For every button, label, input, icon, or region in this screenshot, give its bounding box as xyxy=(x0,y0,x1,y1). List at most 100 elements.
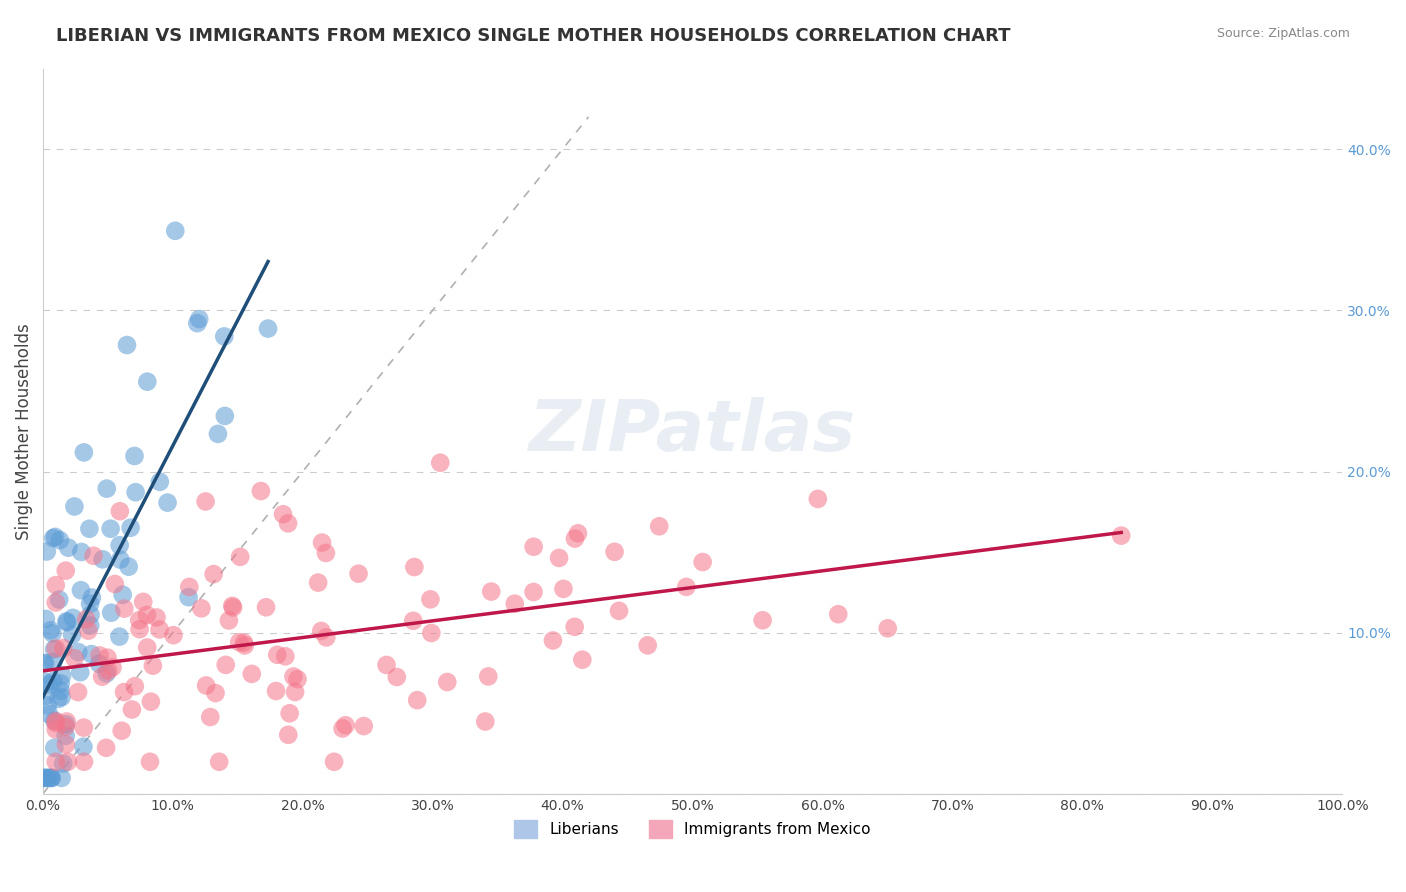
Text: ZIPatlas: ZIPatlas xyxy=(529,397,856,466)
Point xyxy=(39,771,62,785)
Point xyxy=(751,613,773,627)
Point xyxy=(45,714,67,728)
Point xyxy=(228,635,250,649)
Point xyxy=(55,564,77,578)
Point xyxy=(603,545,626,559)
Point xyxy=(115,338,138,352)
Point xyxy=(637,638,659,652)
Point xyxy=(94,740,117,755)
Point xyxy=(46,692,69,706)
Point xyxy=(48,592,70,607)
Point xyxy=(162,628,184,642)
Y-axis label: Single Mother Households: Single Mother Households xyxy=(15,323,32,540)
Point xyxy=(56,755,79,769)
Point xyxy=(55,738,77,752)
Point xyxy=(541,633,564,648)
Point xyxy=(45,723,67,737)
Point xyxy=(474,714,496,729)
Point xyxy=(35,771,58,785)
Point xyxy=(91,552,114,566)
Point xyxy=(41,771,63,785)
Point xyxy=(42,674,65,689)
Point xyxy=(124,485,146,500)
Point xyxy=(75,612,97,626)
Point xyxy=(419,592,441,607)
Point xyxy=(145,610,167,624)
Point xyxy=(335,718,357,732)
Point xyxy=(101,660,124,674)
Point xyxy=(58,541,80,555)
Point xyxy=(45,578,67,592)
Point xyxy=(120,521,142,535)
Point xyxy=(406,693,429,707)
Point xyxy=(564,620,586,634)
Point xyxy=(79,597,101,611)
Point xyxy=(202,567,225,582)
Point xyxy=(420,626,443,640)
Point xyxy=(121,702,143,716)
Point xyxy=(104,577,127,591)
Point xyxy=(139,695,162,709)
Point xyxy=(571,653,593,667)
Point xyxy=(186,316,208,330)
Point xyxy=(34,771,56,785)
Point xyxy=(100,606,122,620)
Point xyxy=(111,723,134,738)
Point xyxy=(142,658,165,673)
Point xyxy=(567,526,589,541)
Point xyxy=(522,585,544,599)
Point xyxy=(112,685,135,699)
Point xyxy=(876,621,898,635)
Point xyxy=(70,545,93,559)
Point xyxy=(89,648,111,663)
Point xyxy=(39,624,62,638)
Point xyxy=(42,655,65,669)
Point xyxy=(156,495,179,509)
Point xyxy=(311,535,333,549)
Point xyxy=(79,618,101,632)
Point xyxy=(278,706,301,721)
Point xyxy=(79,607,101,622)
Point xyxy=(44,714,66,728)
Point xyxy=(32,771,55,785)
Point xyxy=(67,645,90,659)
Point xyxy=(45,641,67,656)
Point xyxy=(51,668,73,682)
Point xyxy=(250,483,273,498)
Point xyxy=(117,559,139,574)
Point xyxy=(89,657,111,671)
Point xyxy=(60,628,83,642)
Point xyxy=(38,707,60,722)
Point xyxy=(266,648,288,662)
Point xyxy=(42,642,65,657)
Point xyxy=(553,582,575,596)
Point xyxy=(307,575,329,590)
Point xyxy=(42,531,65,545)
Point xyxy=(91,670,114,684)
Point xyxy=(375,657,398,672)
Point xyxy=(347,566,370,581)
Point xyxy=(55,729,77,743)
Point xyxy=(55,717,77,731)
Point xyxy=(41,626,63,640)
Point xyxy=(128,622,150,636)
Point xyxy=(149,475,172,489)
Point xyxy=(353,719,375,733)
Point xyxy=(52,640,75,655)
Point xyxy=(41,771,63,785)
Point xyxy=(221,599,243,613)
Point xyxy=(34,689,56,703)
Point xyxy=(287,672,309,686)
Point xyxy=(124,449,146,463)
Point xyxy=(675,580,697,594)
Point xyxy=(165,224,187,238)
Point xyxy=(315,546,337,560)
Point xyxy=(77,624,100,638)
Point xyxy=(139,755,162,769)
Point xyxy=(51,690,73,705)
Point xyxy=(264,684,287,698)
Point xyxy=(188,312,211,326)
Point xyxy=(38,677,60,691)
Point xyxy=(44,740,66,755)
Point xyxy=(194,494,217,508)
